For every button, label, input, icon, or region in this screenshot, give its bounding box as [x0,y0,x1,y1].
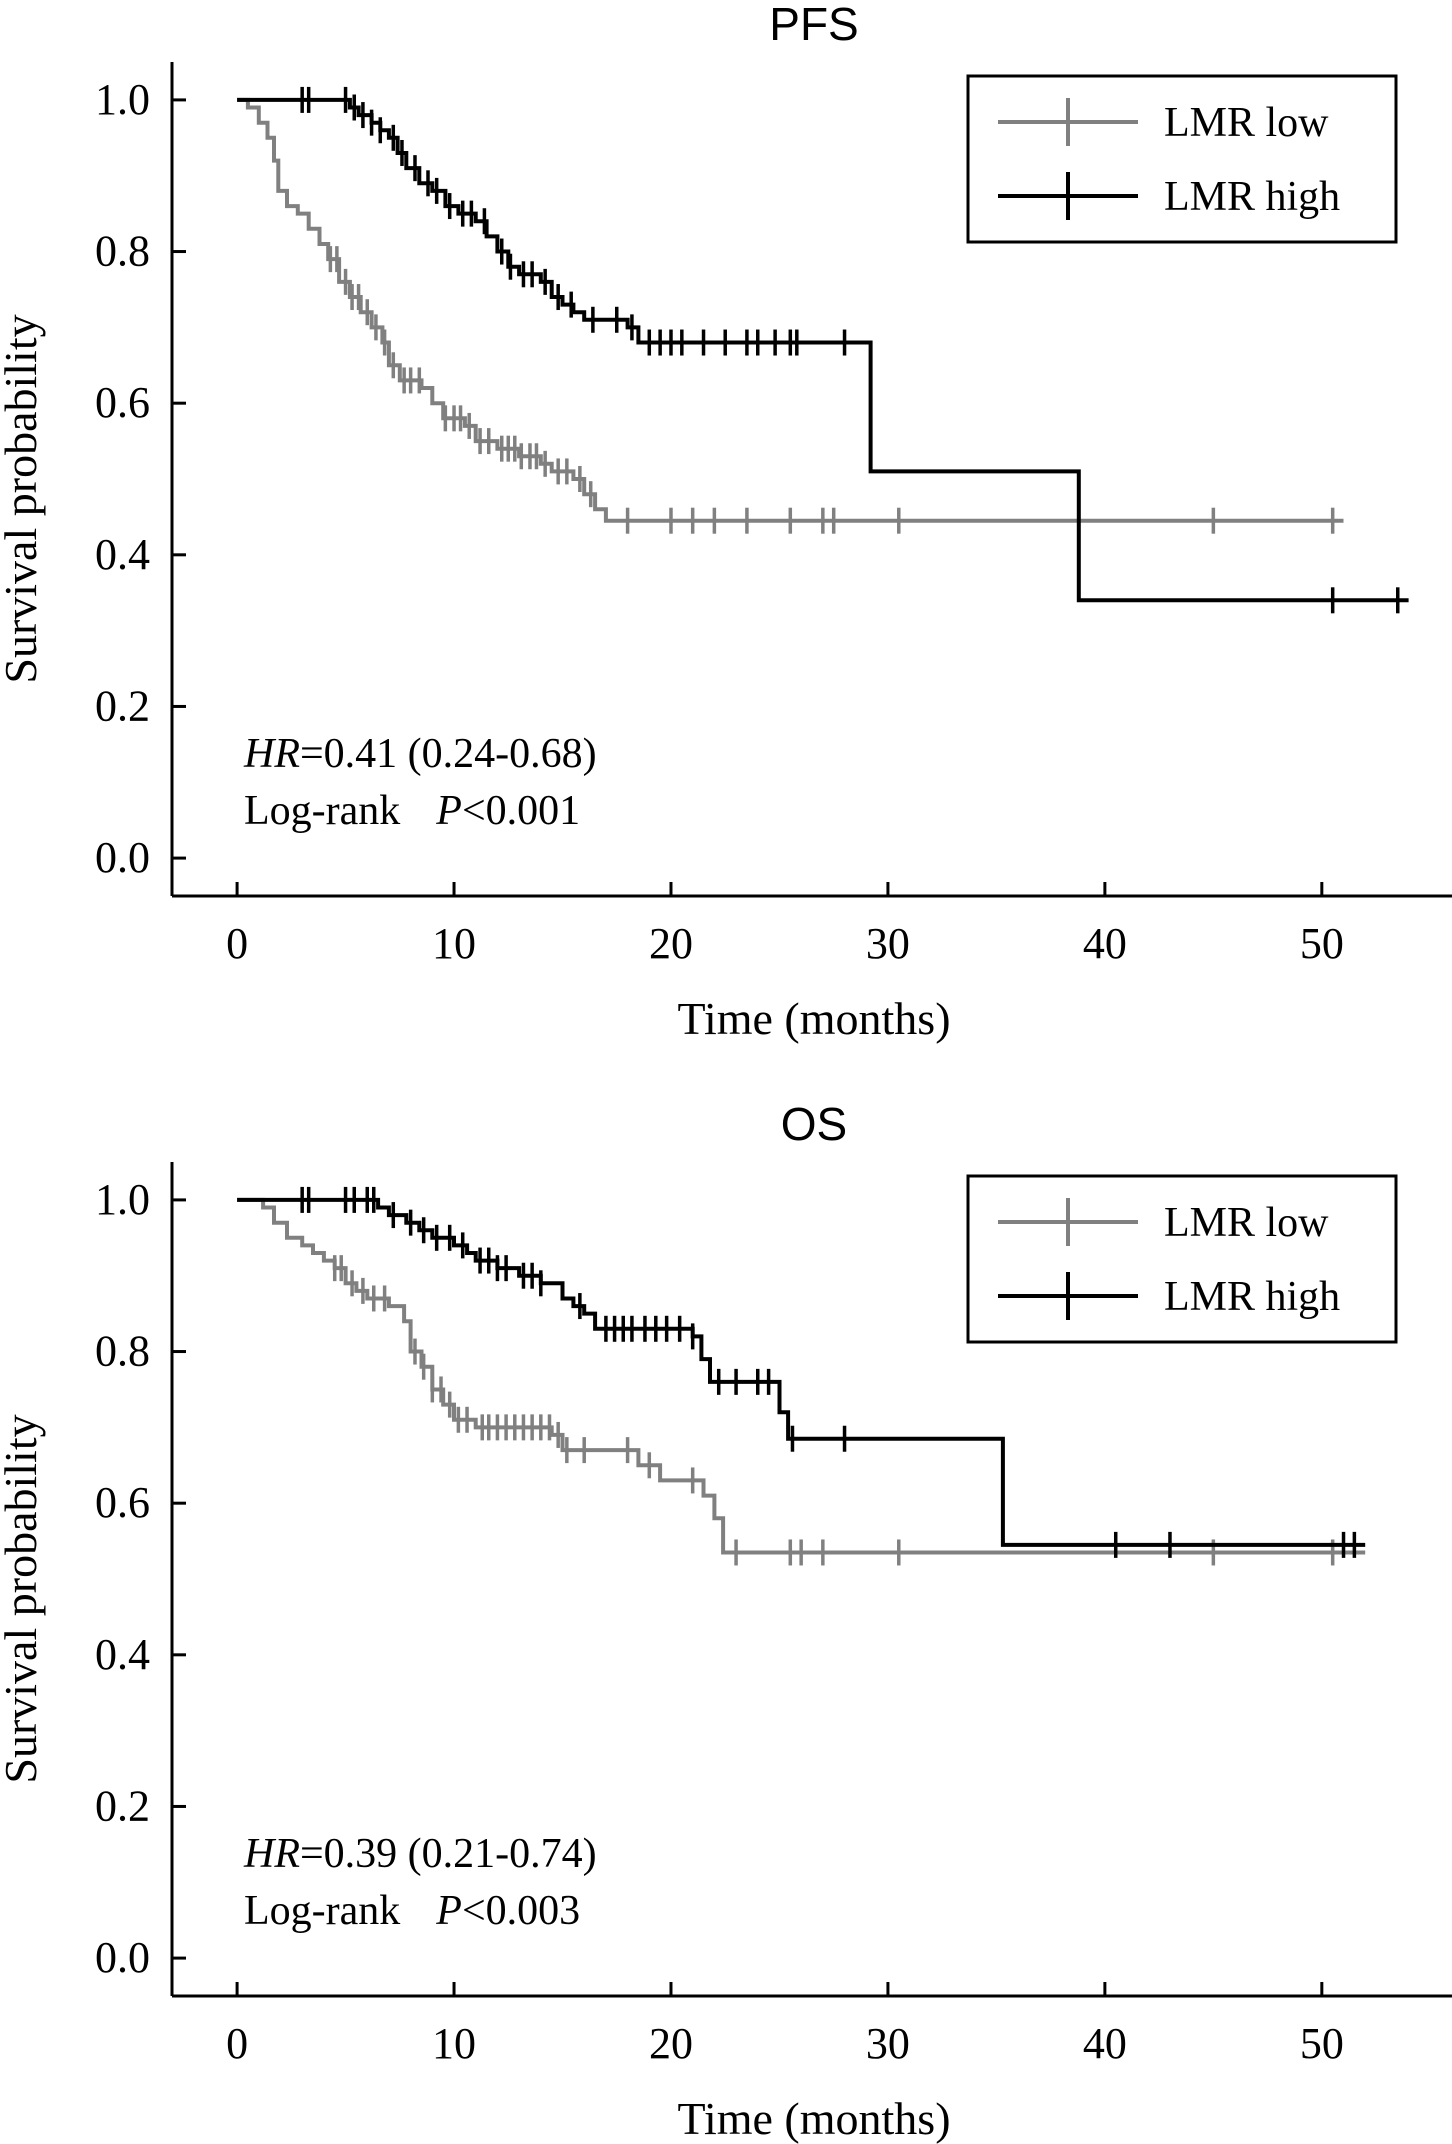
chart-panel-pfs: PFS 0.0 0.2 0.4 0.6 0.8 1.0 0 10 20 30 40 50 Time (mo… [0,0,1452,1044]
y-tick-label: 0.6 [95,1478,150,1527]
x-tick-label: 50 [1300,2019,1344,2068]
y-tick-label: 1.0 [95,1175,150,1224]
y-tick-label: 0.2 [95,681,150,730]
logrank-label: Log-rank [244,788,400,834]
p-value: <0.001 [462,788,580,834]
series-lmr-high [237,1186,1366,1558]
y-tick-label: 0.0 [95,1933,150,1982]
logrank-annotation: Log-rank P<0.003 [244,1888,580,1934]
legend-box [966,1174,1398,1344]
hr-value: =0.41 (0.24-0.68) [300,731,597,777]
hr-annotation: HR=0.39 (0.21-0.74) [243,1831,597,1877]
hr-label: HR [243,731,300,777]
survival-curve [237,97,1409,603]
x-tick-label: 40 [1083,2019,1127,2068]
chart-title: PFS [769,0,858,50]
y-axis-label: Survival probability [0,314,46,683]
y-tick-label: 1.0 [95,75,150,124]
series-lmr-low [237,1197,1366,1566]
legend-label: LMR high [1164,174,1340,220]
x-axis-label: Time (months) [677,993,950,1044]
hr-annotation: HR=0.41 (0.24-0.68) [243,731,597,777]
p-label: P [435,788,462,834]
y-tick-label: 0.2 [95,1781,150,1830]
y-tick-label: 0.8 [95,227,150,276]
legend: LMR low LMR high [966,74,1398,244]
y-tick-label: 0.6 [95,378,150,427]
x-tick-label: 30 [866,919,910,968]
x-axis-label: Time (months) [677,2093,950,2144]
x-tick-label: 10 [432,2019,476,2068]
p-label: P [435,1888,462,1934]
logrank-annotation: Log-rank P<0.001 [244,788,580,834]
x-tick-label: 20 [649,2019,693,2068]
legend-label: LMR low [1164,100,1329,146]
legend-label: LMR high [1164,1274,1340,1320]
chart-title: OS [781,1098,847,1150]
series-lmr-low [237,97,1344,534]
legend-box [966,74,1398,244]
legend: LMR low LMR high [966,1174,1398,1344]
p-value: <0.003 [462,1888,580,1934]
logrank-label: Log-rank [244,1888,400,1934]
series-lmr-high [237,86,1409,614]
y-tick-label: 0.8 [95,1327,150,1376]
x-tick-label: 50 [1300,919,1344,968]
y-axis-label: Survival probability [0,1414,46,1783]
chart-panel-os: OS 0.0 0.2 0.4 0.6 0.8 1.0 0 10 20 30 40 50 Time (mon… [0,1098,1452,2144]
x-tick-label: 40 [1083,919,1127,968]
x-tick-label: 0 [226,2019,248,2068]
x-tick-label: 30 [866,2019,910,2068]
x-tick-label: 20 [649,919,693,968]
hr-value: =0.39 (0.21-0.74) [300,1831,597,1877]
y-tick-label: 0.4 [95,530,150,579]
hr-label: HR [243,1831,300,1877]
x-tick-label: 0 [226,919,248,968]
y-tick-label: 0.4 [95,1630,150,1679]
x-tick-label: 10 [432,919,476,968]
legend-label: LMR low [1164,1200,1329,1246]
y-tick-label: 0.0 [95,833,150,882]
